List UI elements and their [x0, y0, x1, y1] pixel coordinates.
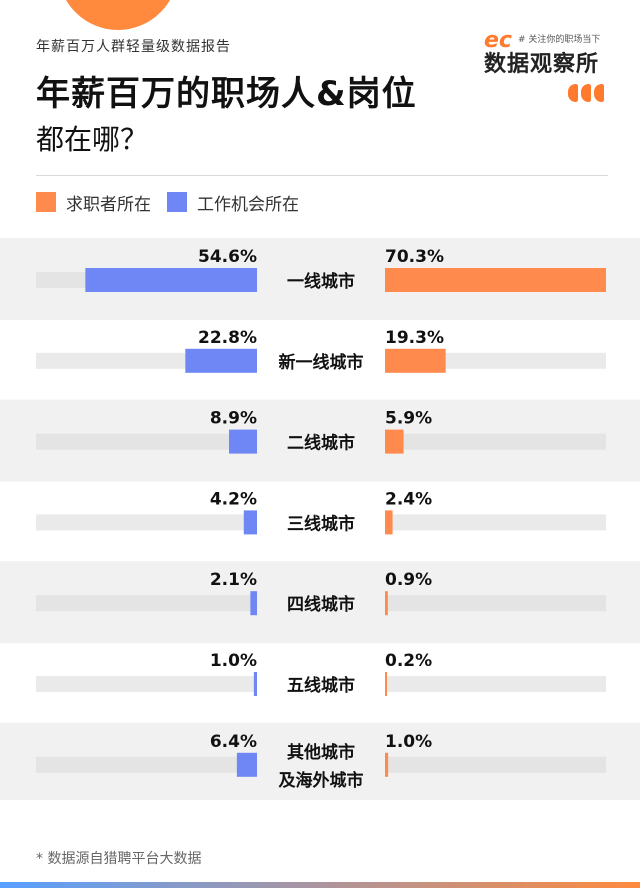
bottom-gradient-bar: [0, 882, 640, 888]
bar-seekers: [385, 510, 393, 535]
bar-track-seekers: [385, 595, 606, 612]
bar-seekers: [385, 591, 388, 616]
quote-marks-icon: [568, 84, 607, 106]
bar-track-jobs: [36, 433, 257, 450]
legend-item-seekers: 求职者所在: [36, 190, 151, 215]
bar-seekers: [385, 268, 606, 292]
category-label: 其他城市: [287, 742, 355, 763]
value-label-seekers: 5.9%: [385, 409, 432, 429]
bar-track-jobs: [36, 756, 257, 773]
bar-jobs: [236, 752, 257, 777]
legend-label-jobs: 工作机会所在: [197, 194, 299, 215]
bar-seekers: [385, 672, 387, 696]
value-label-jobs: 2.1%: [210, 570, 257, 590]
value-label-jobs: 54.6%: [198, 247, 257, 267]
page-subtitle: 都在哪？: [36, 123, 149, 156]
value-label-jobs: 22.8%: [198, 328, 257, 348]
bar-track-jobs: [36, 514, 257, 531]
bar-track-seekers: [385, 514, 606, 531]
category-label: 及海外城市: [279, 770, 364, 791]
butterfly-bar-chart: 54.6% 70.3% 一线城市 22.8% 19.3% 新一线城市 8.9% 5.9% 二线城…: [0, 238, 640, 800]
category-label: 四线城市: [287, 594, 355, 615]
value-label-seekers: 19.3%: [385, 328, 444, 348]
legend: 求职者所在 工作机会所在: [36, 190, 315, 215]
value-label-seekers: 70.3%: [385, 247, 444, 267]
bar-track-jobs: [36, 595, 257, 612]
page-title: 年薪百万的职场人&岗位: [36, 74, 417, 114]
report-pretitle: 年薪百万人群轻量级数据报告: [36, 39, 231, 55]
legend-swatch-jobs: [167, 192, 187, 212]
category-label: 二线城市: [287, 433, 355, 454]
brand-logo: ec # 关注你的职场当下 数据观察所: [484, 28, 614, 112]
bar-seekers: [385, 752, 389, 777]
bar-track-seekers: [385, 433, 606, 450]
bar-track-seekers: [385, 756, 606, 773]
legend-item-jobs: 工作机会所在: [167, 190, 299, 215]
bar-seekers: [385, 429, 404, 454]
bar-jobs: [250, 591, 257, 616]
bar-jobs: [85, 268, 257, 292]
value-label-seekers: 0.9%: [385, 570, 432, 590]
value-label-seekers: 2.4%: [385, 489, 432, 509]
corner-decoration: [58, 0, 178, 30]
value-label-jobs: 6.4%: [210, 732, 257, 752]
bar-track-seekers: [385, 676, 606, 692]
value-label-jobs: 8.9%: [210, 409, 257, 429]
bar-jobs: [229, 429, 257, 454]
value-label-jobs: 1.0%: [210, 651, 257, 671]
bar-jobs: [243, 510, 257, 535]
brand-name: 数据观察所: [484, 52, 600, 77]
bar-jobs: [185, 348, 257, 373]
category-label: 五线城市: [287, 675, 355, 696]
bar-jobs: [253, 672, 257, 696]
bar-track-jobs: [36, 676, 257, 692]
category-label: 新一线城市: [279, 352, 364, 373]
value-label-seekers: 1.0%: [385, 732, 432, 752]
category-label: 一线城市: [287, 271, 355, 292]
bar-seekers: [385, 348, 446, 373]
divider: [36, 175, 608, 176]
legend-swatch-seekers: [36, 192, 56, 212]
brand-mark: ec: [484, 28, 512, 53]
value-label-jobs: 4.2%: [210, 489, 257, 509]
legend-label-seekers: 求职者所在: [66, 194, 151, 215]
footnote: * 数据源自猎聘平台大数据: [36, 851, 202, 867]
category-label: 三线城市: [287, 513, 355, 534]
brand-slogan: # 关注你的职场当下: [518, 35, 601, 45]
value-label-seekers: 0.2%: [385, 651, 432, 671]
